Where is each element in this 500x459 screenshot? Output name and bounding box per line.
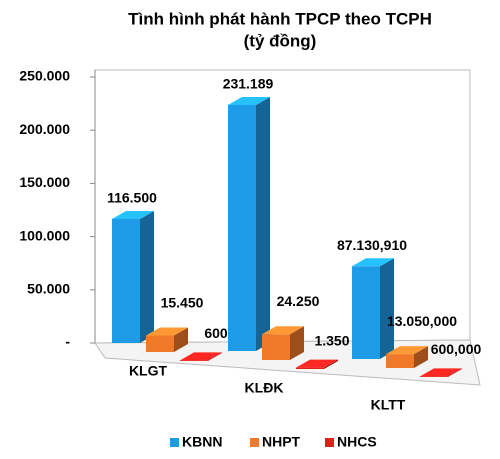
y-tick-label: 150.000	[19, 174, 70, 190]
value-label: 1.350	[314, 332, 349, 348]
legend-swatch	[170, 438, 179, 447]
bar-face	[228, 97, 270, 106]
bar	[386, 346, 428, 368]
bar-face	[352, 266, 380, 359]
bar	[352, 258, 394, 359]
bar-face	[386, 354, 414, 368]
bar-face	[290, 326, 304, 360]
value-label: 600	[204, 325, 228, 341]
bar-face	[262, 326, 304, 335]
bar	[112, 211, 154, 343]
bar-face	[208, 352, 222, 361]
bar-face	[420, 376, 448, 377]
bar-face	[146, 335, 174, 352]
bar-face	[386, 346, 428, 355]
value-label: 600,000	[431, 341, 482, 357]
y-tick-label: 100.000	[19, 227, 70, 243]
x-tick-label: KLGT	[129, 363, 168, 379]
bar	[146, 327, 188, 352]
x-tick-label: KLTT	[371, 397, 406, 413]
bar-face	[112, 211, 154, 220]
value-label: 15.450	[161, 294, 204, 310]
bar-face	[146, 327, 188, 336]
bar-face	[420, 368, 462, 377]
bar-face	[112, 219, 140, 343]
value-label: 13.050,000	[387, 313, 457, 329]
bar-face	[414, 346, 428, 368]
value-label: 87.130,910	[337, 237, 407, 253]
bar-face	[296, 359, 338, 368]
y-tick-label: 200.000	[19, 121, 70, 137]
bar	[180, 352, 222, 361]
y-tick-label: 250.000	[19, 68, 70, 84]
legend-label: NHCS	[337, 434, 377, 450]
value-label: 231.189	[223, 76, 274, 92]
bar-face	[324, 359, 338, 369]
bar-face	[140, 211, 154, 343]
bar-face	[256, 97, 270, 352]
bar-face	[296, 367, 324, 369]
bar	[228, 97, 270, 352]
bar-face	[228, 105, 256, 352]
y-tick-label: 50.000	[27, 281, 70, 297]
legend-label: KBNN	[182, 434, 222, 450]
chart-title: Tình hình phát hành TPCP theo TCPH	[128, 9, 432, 28]
bar	[262, 326, 304, 360]
bar-face	[448, 368, 462, 377]
bar-face	[352, 258, 394, 267]
bar	[420, 368, 462, 377]
bar-face	[180, 352, 222, 361]
value-label: 24.250	[277, 293, 320, 309]
legend-label: NHPT	[262, 434, 301, 450]
bar-face	[180, 360, 208, 361]
bar	[296, 359, 338, 369]
bar-face	[174, 327, 188, 352]
y-tick-label: -	[65, 334, 70, 350]
bar-face	[262, 334, 290, 360]
chart-subtitle: (tỷ đồng)	[244, 31, 317, 50]
x-tick-label: KLĐK	[245, 380, 284, 396]
value-label: 116.500	[107, 190, 157, 206]
bar-face	[380, 258, 394, 359]
legend-swatch	[250, 438, 259, 447]
legend-swatch	[325, 438, 334, 447]
